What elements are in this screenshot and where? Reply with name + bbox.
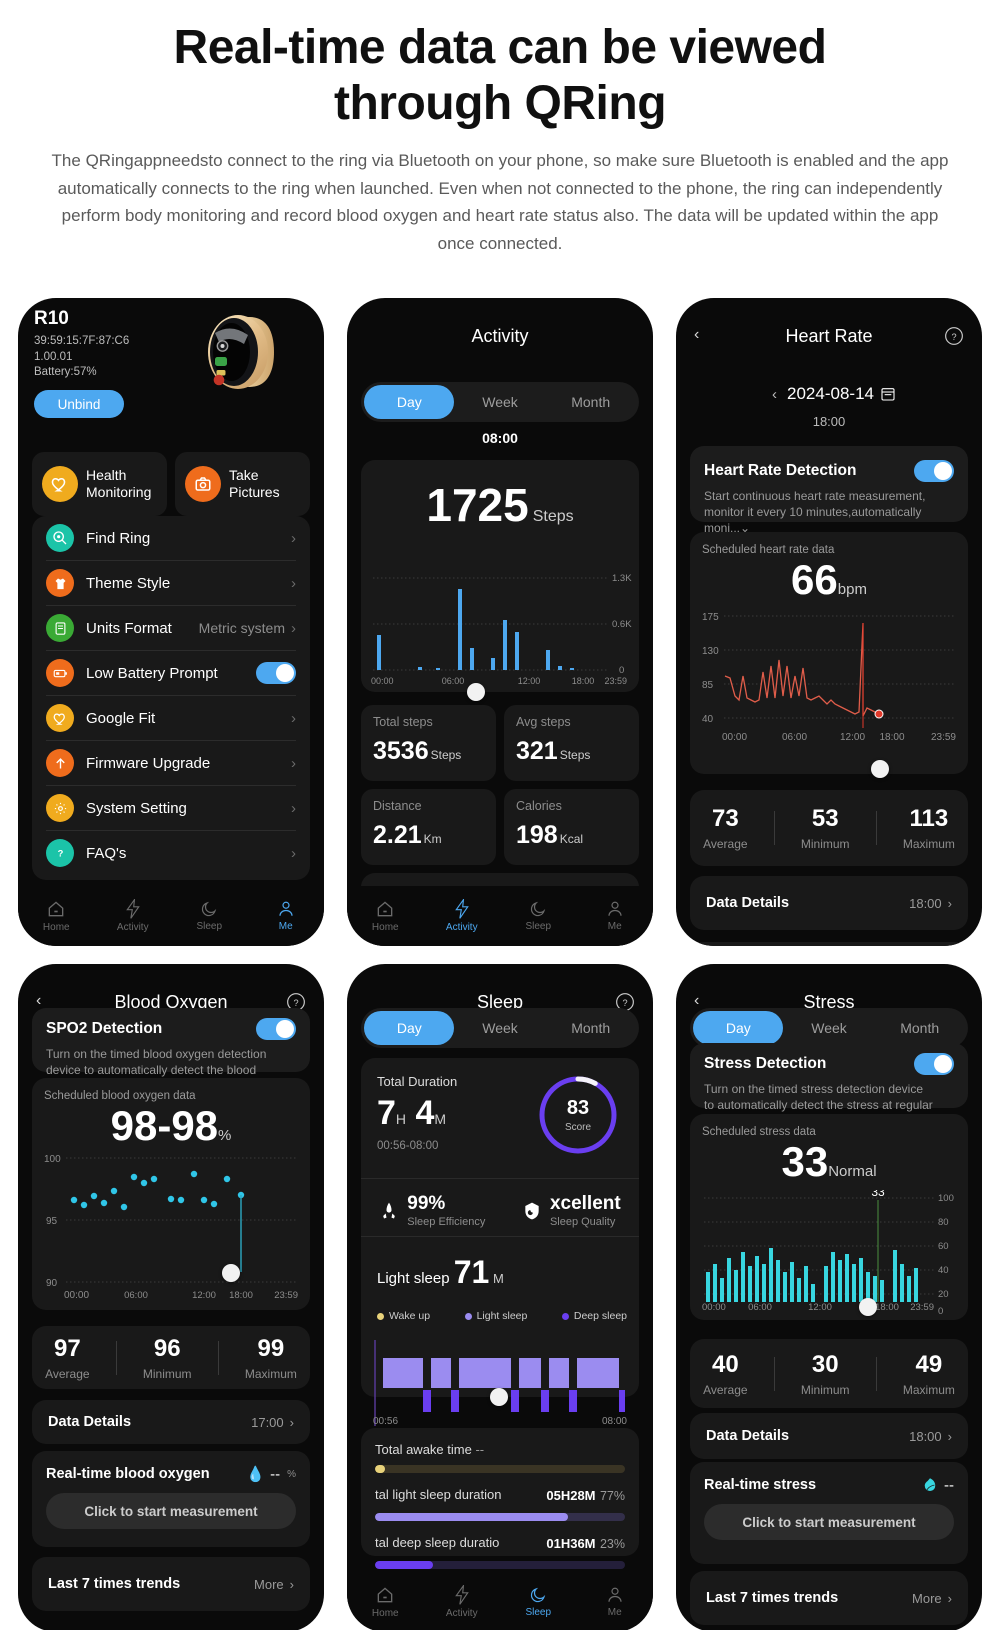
svg-text:40: 40 <box>938 1265 949 1276</box>
svg-text:12:00: 12:00 <box>808 1302 832 1313</box>
svg-text:12:00: 12:00 <box>840 732 865 743</box>
svg-text:06:00: 06:00 <box>782 732 807 743</box>
svg-text:80: 80 <box>938 1217 949 1228</box>
svg-text:06:00: 06:00 <box>124 1290 148 1301</box>
svg-text:?: ? <box>622 998 627 1008</box>
svg-text:12:00: 12:00 <box>192 1290 216 1301</box>
svg-text:?: ? <box>57 848 63 858</box>
svg-text:100: 100 <box>44 1154 61 1165</box>
svg-text:23:59: 23:59 <box>604 676 627 685</box>
svg-text:08:00: 08:00 <box>602 1416 627 1427</box>
svg-text:?: ? <box>293 998 298 1008</box>
svg-text:83: 83 <box>567 1097 589 1119</box>
svg-text:18:00: 18:00 <box>229 1290 253 1301</box>
svg-text:00:00: 00:00 <box>371 676 394 685</box>
svg-text:00:00: 00:00 <box>702 1302 726 1313</box>
svg-text:12:00: 12:00 <box>518 676 541 685</box>
svg-text:0: 0 <box>938 1306 943 1314</box>
svg-text:23:59: 23:59 <box>931 732 956 743</box>
svg-text:00:00: 00:00 <box>64 1290 89 1301</box>
svg-text:00:00: 00:00 <box>722 732 747 743</box>
svg-text:40: 40 <box>702 714 714 725</box>
svg-text:06:00: 06:00 <box>442 676 465 685</box>
svg-text:1.3K: 1.3K <box>612 573 632 584</box>
svg-text:33: 33 <box>871 1190 885 1199</box>
svg-text:20: 20 <box>938 1289 949 1300</box>
svg-text:100: 100 <box>938 1193 954 1204</box>
svg-text:95: 95 <box>46 1216 58 1227</box>
svg-text:Score: Score <box>565 1122 592 1133</box>
svg-text:00:56: 00:56 <box>373 1416 398 1427</box>
svg-text:18:00: 18:00 <box>879 732 904 743</box>
svg-text:90: 90 <box>46 1278 58 1289</box>
svg-text:18:00: 18:00 <box>875 1302 899 1313</box>
svg-text:130: 130 <box>702 646 719 657</box>
svg-text:60: 60 <box>938 1241 949 1252</box>
svg-text:06:00: 06:00 <box>748 1302 772 1313</box>
svg-text:175: 175 <box>702 612 719 623</box>
svg-text:23:59: 23:59 <box>274 1290 298 1301</box>
svg-text:23:59: 23:59 <box>910 1302 934 1313</box>
svg-text:?: ? <box>951 332 956 342</box>
svg-text:0.6K: 0.6K <box>612 619 632 630</box>
svg-text:85: 85 <box>702 680 714 691</box>
svg-text:18:00: 18:00 <box>572 676 595 685</box>
svg-text:0: 0 <box>619 665 624 676</box>
